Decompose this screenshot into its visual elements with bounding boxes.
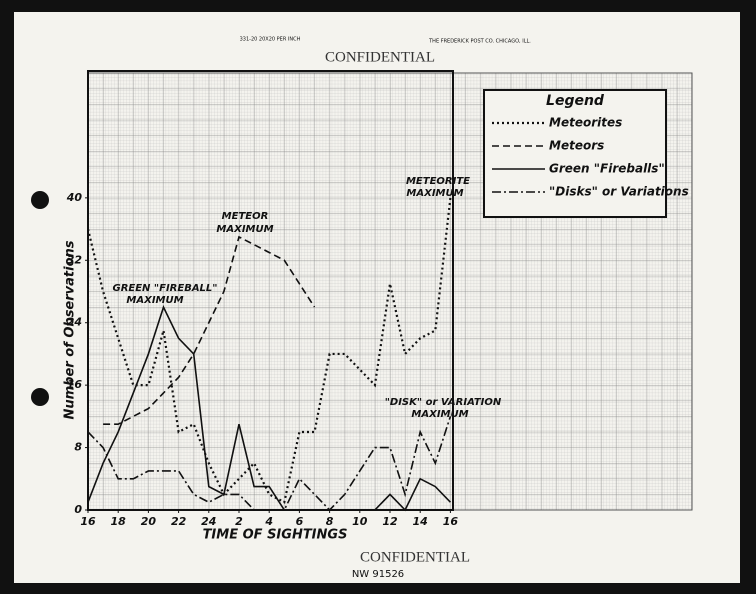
series-line	[87, 416, 452, 512]
punch-hole	[31, 388, 49, 406]
paper-spec: 331-20 20X20 PER INCH	[240, 37, 301, 43]
legend-label: Green "Fireballs"	[549, 162, 665, 176]
y-tick-label: 40	[66, 191, 83, 204]
x-tick-label: 14	[413, 515, 428, 528]
x-tick-label: 16	[443, 515, 459, 528]
x-axis-label: TIME OF SIGHTINGS	[203, 528, 348, 543]
x-tick-label: 22	[171, 515, 187, 528]
legend-box	[483, 89, 667, 218]
annotation: "DISK" or VARIATION	[385, 397, 502, 408]
y-tick-label: 16	[67, 378, 83, 391]
x-tick-label: 20	[141, 515, 157, 528]
punch-hole	[31, 191, 49, 209]
legend-label: "Disks" or Variations	[549, 185, 689, 199]
legend-label: Meteorites	[549, 116, 622, 130]
x-tick-label: 12	[382, 515, 398, 528]
series-line	[103, 235, 316, 425]
annotation: MAXIMUM	[126, 295, 183, 306]
y-tick-label: 8	[74, 441, 82, 454]
x-tick-label: 16	[80, 515, 96, 528]
annotation: MAXIMUM	[216, 224, 273, 235]
annotation: GREEN "FIREBALL"	[112, 283, 217, 294]
x-tick-label: 18	[111, 515, 127, 528]
x-tick-label: 24	[201, 515, 216, 528]
x-tick-label: 6	[296, 515, 304, 528]
paper-maker: THE FREDERICK POST CO. CHICAGO, ILL.	[428, 39, 531, 45]
y-tick-label: 32	[67, 253, 83, 266]
x-tick-label: 2	[235, 515, 243, 528]
legend-title: Legend	[546, 93, 605, 109]
x-tick-label: 4	[264, 515, 273, 528]
x-tick-label: 10	[352, 515, 368, 528]
annotation: METEORITE	[406, 176, 470, 187]
annotation: MAXIMUM	[406, 188, 463, 199]
stamp: CONFIDENTIAL	[325, 49, 435, 65]
annotation: METEOR	[222, 211, 269, 222]
y-axis-label: Number of Observations	[63, 240, 78, 419]
legend-label: Meteors	[549, 139, 604, 153]
series-line	[87, 304, 451, 512]
y-tick-label: 24	[67, 316, 82, 329]
y-tick-label: 0	[74, 503, 82, 516]
x-tick-label: 8	[326, 515, 334, 528]
annotation: MAXIMUM	[411, 409, 468, 420]
stamp: CONFIDENTIAL	[360, 549, 470, 565]
archive-number: NW 91526	[352, 569, 404, 580]
